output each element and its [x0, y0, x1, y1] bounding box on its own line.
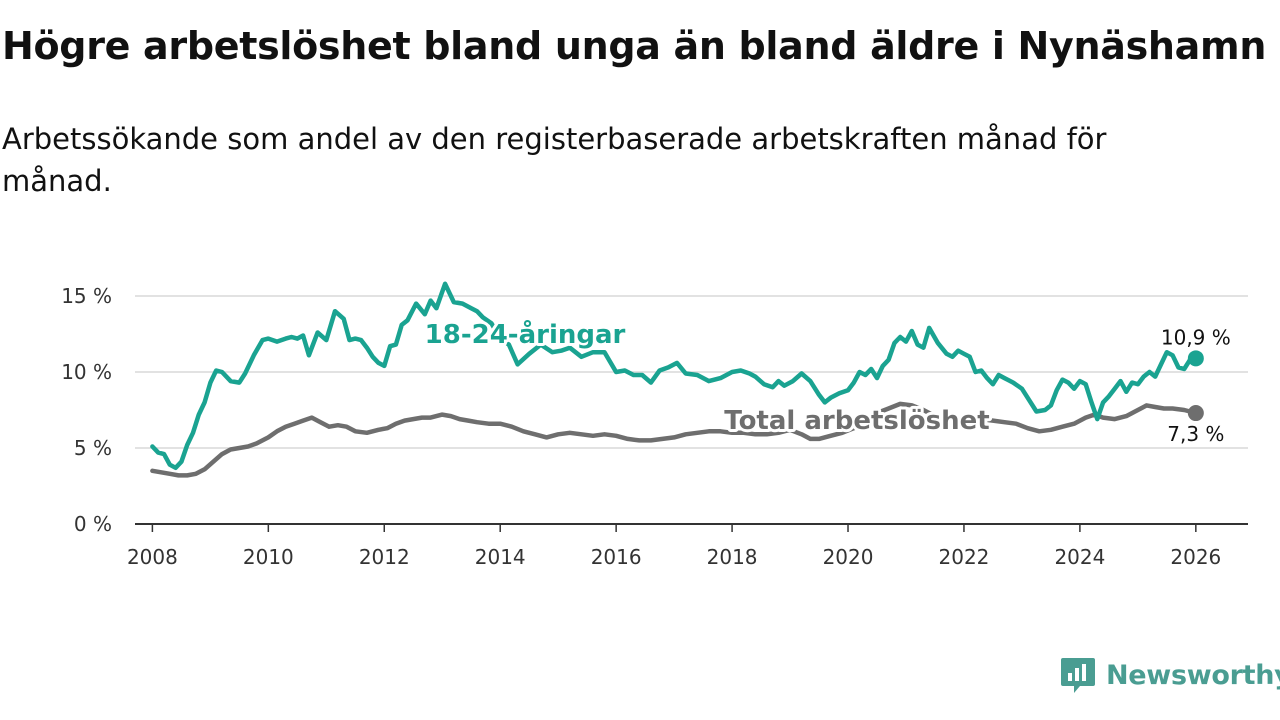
y-tick-label: 15 %: [61, 284, 112, 308]
series-line-18-24: [150, 281, 1199, 471]
x-tick-label: 2014: [475, 545, 526, 569]
end-point-total: [1187, 405, 1204, 422]
y-tick-label: 0 %: [74, 512, 112, 536]
brand-logo: Newsworthy: [1060, 656, 1280, 694]
x-tick-label: 2008: [127, 545, 178, 569]
x-tick-label: 2020: [823, 545, 874, 569]
x-tick-label: 2016: [591, 545, 642, 569]
end-value-label-total: 7,3 %: [1167, 422, 1224, 446]
x-tick-label: 2012: [359, 545, 410, 569]
series-label-18-24: 18-24-åringar: [425, 318, 626, 350]
series-line-total: [150, 401, 1199, 478]
brand-name: Newsworthy: [1106, 659, 1280, 691]
series-lines: [150, 281, 1204, 478]
y-axis-ticks: 0 % 5 % 10 % 15 %: [61, 284, 112, 536]
end-point-18-24: [1187, 350, 1204, 367]
page-title: Högre arbetslöshet bland unga än bland ä…: [2, 24, 1267, 68]
chart-subtitle: Arbetssökande som andel av den registerb…: [2, 122, 1107, 198]
x-tick-label: 2018: [707, 545, 758, 569]
y-tick-label: 5 %: [74, 436, 112, 460]
x-tick-label: 2010: [243, 545, 294, 569]
x-axis-ticks: 2008 2010 2012 2014 2016 2018 2020 2022 2024 2026: [127, 523, 1248, 569]
series-labels: 18-24-åringar Total arbetslöshet 10,9 % 7,3…: [422, 315, 1231, 446]
end-value-label-18-24: 10,9 %: [1161, 325, 1231, 349]
newsworthy-logo-icon: [1061, 658, 1095, 693]
y-tick-label: 10 %: [61, 360, 112, 384]
x-tick-label: 2024: [1054, 545, 1105, 569]
x-tick-label: 2026: [1170, 545, 1221, 569]
x-tick-label: 2022: [939, 545, 990, 569]
series-label-total: Total arbetslöshet: [724, 406, 989, 436]
